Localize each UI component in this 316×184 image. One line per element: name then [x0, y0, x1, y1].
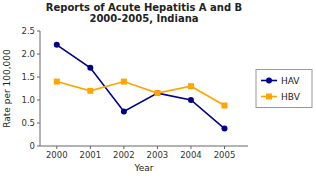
data-point [188, 97, 194, 103]
y-tick-label: 1.0 [21, 95, 35, 105]
data-point [87, 88, 93, 94]
data-point [154, 90, 160, 96]
data-point [222, 126, 228, 132]
y-tick-label: 0.5 [21, 118, 35, 128]
series-line [57, 82, 225, 106]
x-tick-label: 2004 [180, 150, 202, 160]
y-tick-label: 2.0 [21, 49, 35, 59]
y-axis-label: Rate per 100,000 [2, 49, 12, 128]
x-axis-line [40, 146, 248, 147]
x-tick-label: 2005 [214, 150, 236, 160]
y-tick [37, 123, 40, 124]
x-tick [224, 146, 225, 149]
title-line: Reports of Acute Hepatitis A and B [46, 2, 242, 13]
y-tick [37, 77, 40, 78]
chart-container: Reports of Acute Hepatitis A and B2000-2… [0, 0, 316, 184]
x-axis-label: Year [133, 163, 153, 173]
data-point [154, 90, 160, 96]
data-point [121, 79, 127, 85]
x-tick-label: 2003 [147, 150, 169, 160]
x-tick [157, 146, 158, 149]
x-tick-label: 2001 [80, 150, 102, 160]
legend-label: HBV [281, 92, 301, 102]
y-tick [37, 54, 40, 55]
x-tick [56, 146, 57, 149]
title: Reports of Acute Hepatitis A and B2000-2… [46, 2, 242, 24]
y-tick [37, 100, 40, 101]
data-point [54, 79, 60, 85]
data-point [222, 103, 228, 109]
y-tick [37, 146, 40, 147]
legend-marker [266, 78, 272, 84]
data-point [121, 109, 127, 115]
x-tick-label: 2000 [46, 150, 68, 160]
legend-label: HAV [281, 76, 300, 86]
data-point [188, 83, 194, 89]
legend-marker [266, 94, 272, 100]
y-tick [37, 31, 40, 32]
x-tick [90, 146, 91, 149]
data-point [54, 42, 60, 48]
x-tick-label: 2002 [113, 150, 135, 160]
plot-area [54, 42, 228, 132]
y-tick-label: 2.5 [21, 26, 35, 36]
legend: HAV HBV [256, 70, 312, 108]
x-tick [190, 146, 191, 149]
chart-svg: Reports of Acute Hepatitis A and B2000-2… [0, 0, 316, 184]
x-tick [123, 146, 124, 149]
y-tick-label: 1.5 [21, 72, 35, 82]
y-tick-label: 0 [30, 141, 35, 151]
data-point [87, 65, 93, 71]
series-line [57, 45, 225, 129]
title-line: 2000-2005, Indiana [89, 13, 198, 24]
legend-box [256, 70, 312, 108]
y-axis-line [40, 31, 41, 146]
